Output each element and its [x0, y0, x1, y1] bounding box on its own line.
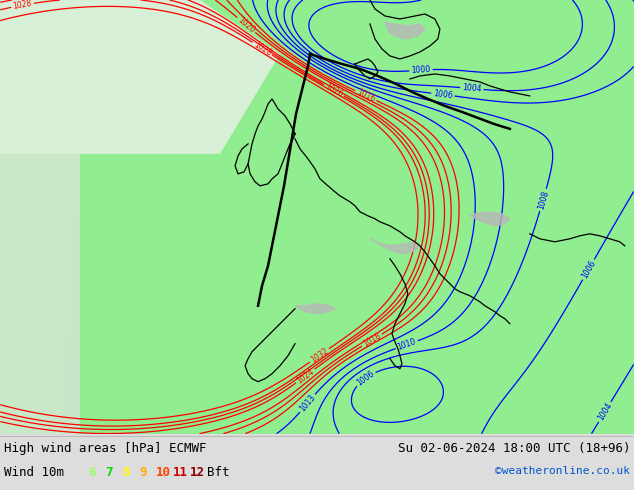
Text: 6: 6 — [88, 466, 96, 479]
Text: 11: 11 — [173, 466, 188, 479]
Polygon shape — [398, 134, 428, 159]
Text: 1018: 1018 — [361, 331, 382, 349]
Text: 7: 7 — [105, 466, 112, 479]
Text: High wind areas [hPa] ECMWF: High wind areas [hPa] ECMWF — [4, 441, 207, 455]
Text: 1000: 1000 — [411, 65, 431, 75]
Polygon shape — [320, 84, 355, 109]
Text: 10: 10 — [156, 466, 171, 479]
Text: 1026: 1026 — [323, 81, 344, 99]
Polygon shape — [385, 22, 425, 39]
Polygon shape — [0, 0, 80, 434]
Text: 1032: 1032 — [309, 346, 330, 365]
Text: 1004: 1004 — [462, 83, 482, 94]
Polygon shape — [370, 239, 420, 254]
Text: ©weatheronline.co.uk: ©weatheronline.co.uk — [495, 466, 630, 476]
Text: 1028: 1028 — [252, 40, 273, 57]
Text: Wind 10m: Wind 10m — [4, 466, 64, 479]
Text: 1028: 1028 — [12, 0, 33, 11]
Text: 1006: 1006 — [579, 259, 597, 280]
Text: 9: 9 — [139, 466, 146, 479]
Polygon shape — [245, 264, 270, 286]
Text: 1020: 1020 — [236, 15, 257, 35]
Text: 8: 8 — [122, 466, 129, 479]
Text: 1006: 1006 — [432, 89, 453, 100]
Text: 1010: 1010 — [396, 337, 417, 352]
Text: 1024: 1024 — [295, 367, 316, 386]
Text: 1008: 1008 — [536, 190, 550, 211]
Polygon shape — [358, 262, 388, 284]
Text: 12: 12 — [190, 466, 205, 479]
Text: Su 02-06-2024 18:00 UTC (18+96): Su 02-06-2024 18:00 UTC (18+96) — [398, 441, 630, 455]
Text: 1013: 1013 — [298, 393, 317, 414]
Polygon shape — [470, 212, 510, 226]
Text: 1006: 1006 — [355, 369, 376, 388]
Polygon shape — [0, 0, 280, 154]
Text: Bft: Bft — [207, 466, 230, 479]
Text: 1016: 1016 — [355, 88, 377, 104]
Polygon shape — [295, 304, 335, 314]
Text: 1004: 1004 — [596, 401, 614, 422]
Polygon shape — [270, 164, 300, 189]
